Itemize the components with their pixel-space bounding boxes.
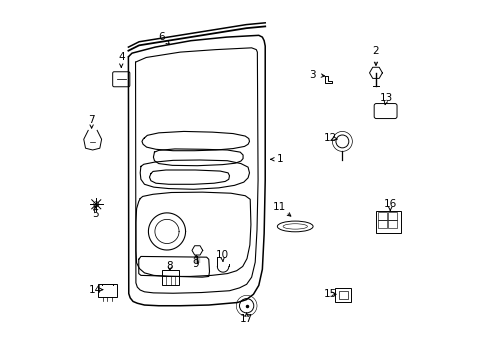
Text: 6: 6 [158,32,164,42]
Bar [377,220,386,228]
Text: 2: 2 [372,46,379,57]
Text: 7: 7 [88,115,95,125]
Text: 10: 10 [215,250,228,260]
Text: 3: 3 [308,69,315,80]
Bar [98,284,116,297]
Text: 4: 4 [118,53,124,63]
Text: 8: 8 [166,261,173,271]
Bar [387,212,397,220]
Text: 9: 9 [191,259,198,269]
Text: 12: 12 [323,133,336,143]
Text: 11: 11 [272,202,285,212]
Text: 13: 13 [379,93,392,103]
Bar [377,212,386,220]
Text: 15: 15 [323,289,336,298]
Text: 16: 16 [383,199,396,209]
Bar [387,220,397,228]
Text: 17: 17 [240,314,253,324]
Bar [376,211,401,233]
Bar [162,270,179,285]
Text: 1: 1 [276,154,283,164]
Text: 14: 14 [89,285,102,295]
Text: 5: 5 [92,209,98,219]
Bar [335,288,350,302]
Bar [338,291,347,299]
